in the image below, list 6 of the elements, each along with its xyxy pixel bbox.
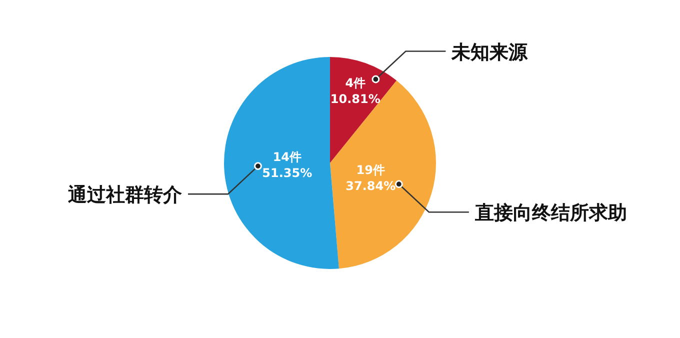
slice-label: 未知来源 [450, 41, 529, 64]
slice-label: 通过社群转介 [66, 184, 183, 206]
data-label: 4件 10.81% [330, 76, 380, 106]
slice-label: 直接向终结所求助 [474, 202, 627, 224]
data-label: 19件 37.84% [346, 162, 396, 193]
data-label: 14件 51.35% [262, 150, 312, 180]
